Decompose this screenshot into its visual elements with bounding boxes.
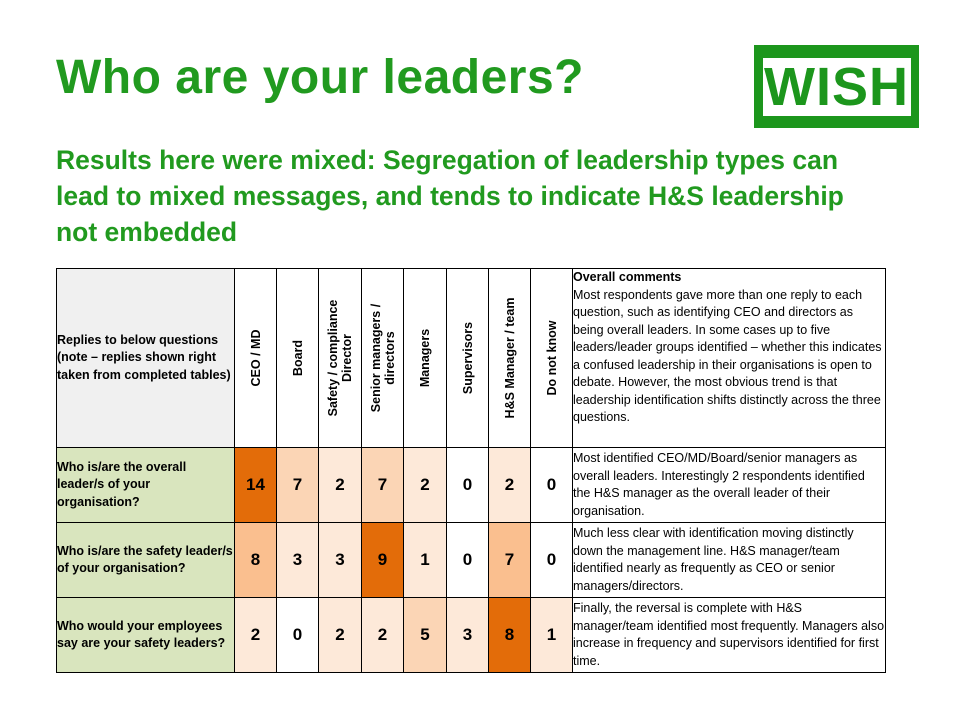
column-header-label: Managers bbox=[418, 328, 432, 388]
table-row: Who would your employees say are your sa… bbox=[56, 597, 886, 673]
value-cell: 2 bbox=[403, 447, 447, 523]
column-header-senior-managers: Senior managers / directors bbox=[361, 268, 404, 448]
value-cell: 2 bbox=[318, 447, 362, 523]
wish-logo-text: WISH bbox=[762, 56, 911, 117]
comment-cell: Finally, the reversal is complete with H… bbox=[572, 597, 886, 673]
value-cell: 0 bbox=[530, 522, 573, 598]
wish-logo: WISH bbox=[754, 45, 919, 128]
value-cell: 5 bbox=[403, 597, 447, 673]
comments-header: Overall comments Most respondents gave m… bbox=[572, 268, 886, 448]
value-cell: 1 bbox=[403, 522, 447, 598]
value-cell: 0 bbox=[530, 447, 573, 523]
column-header-label: Do not know bbox=[544, 320, 559, 396]
value-cell: 2 bbox=[361, 597, 404, 673]
results-table: Replies to below questions (note – repli… bbox=[56, 268, 886, 673]
value-cell: 8 bbox=[488, 597, 531, 673]
column-header-label: Supervisors bbox=[460, 321, 475, 395]
column-header-board: Board bbox=[276, 268, 319, 448]
value-cell: 3 bbox=[446, 597, 489, 673]
column-header-ceo-md: CEO / MD bbox=[234, 268, 277, 448]
question-cell: Who is/are the safety leader/s of your o… bbox=[56, 522, 235, 598]
column-header-label: H&S Manager / team bbox=[502, 297, 517, 419]
column-header-do-not-know: Do not know bbox=[530, 268, 573, 448]
value-cell: 1 bbox=[530, 597, 573, 673]
column-header-hs-manager: H&S Manager / team bbox=[488, 268, 531, 448]
value-cell: 3 bbox=[276, 522, 319, 598]
value-cell: 14 bbox=[234, 447, 277, 523]
value-cell: 7 bbox=[488, 522, 531, 598]
column-header-safety-director: Safety / compliance Director bbox=[318, 268, 362, 448]
comment-cell: Much less clear with identification movi… bbox=[572, 522, 886, 598]
column-header-managers: Managers bbox=[403, 268, 447, 448]
table-row: Who is/are the safety leader/s of your o… bbox=[56, 522, 886, 598]
column-header-label: Senior managers / directors bbox=[368, 303, 397, 413]
value-cell: 0 bbox=[276, 597, 319, 673]
question-cell: Who is/are the overall leader/s of your … bbox=[56, 447, 235, 523]
value-cell: 0 bbox=[446, 522, 489, 598]
corner-header: Replies to below questions (note – repli… bbox=[56, 268, 235, 448]
page-title: Who are your leaders? bbox=[56, 51, 584, 104]
comments-header-title: Overall comments bbox=[573, 270, 682, 284]
column-header-label: CEO / MD bbox=[248, 329, 263, 387]
column-header-supervisors: Supervisors bbox=[446, 268, 489, 448]
comment-cell: Most identified CEO/MD/Board/senior mana… bbox=[572, 447, 886, 523]
value-cell: 7 bbox=[361, 447, 404, 523]
value-cell: 2 bbox=[318, 597, 362, 673]
value-cell: 2 bbox=[488, 447, 531, 523]
header-row: Replies to below questions (note – repli… bbox=[56, 268, 886, 448]
question-cell: Who would your employees say are your sa… bbox=[56, 597, 235, 673]
value-cell: 0 bbox=[446, 447, 489, 523]
table-row: Who is/are the overall leader/s of your … bbox=[56, 447, 886, 523]
column-header-label: Board bbox=[290, 339, 305, 377]
subtitle: Results here were mixed: Segregation of … bbox=[56, 145, 844, 247]
comments-header-text: Most respondents gave more than one repl… bbox=[573, 287, 882, 425]
value-cell: 9 bbox=[361, 522, 404, 598]
value-cell: 2 bbox=[234, 597, 277, 673]
column-header-label: Safety / compliance Director bbox=[326, 299, 354, 417]
value-cell: 7 bbox=[276, 447, 319, 523]
value-cell: 8 bbox=[234, 522, 277, 598]
corner-header-text: Replies to below questions (note – repli… bbox=[57, 332, 231, 382]
value-cell: 3 bbox=[318, 522, 362, 598]
